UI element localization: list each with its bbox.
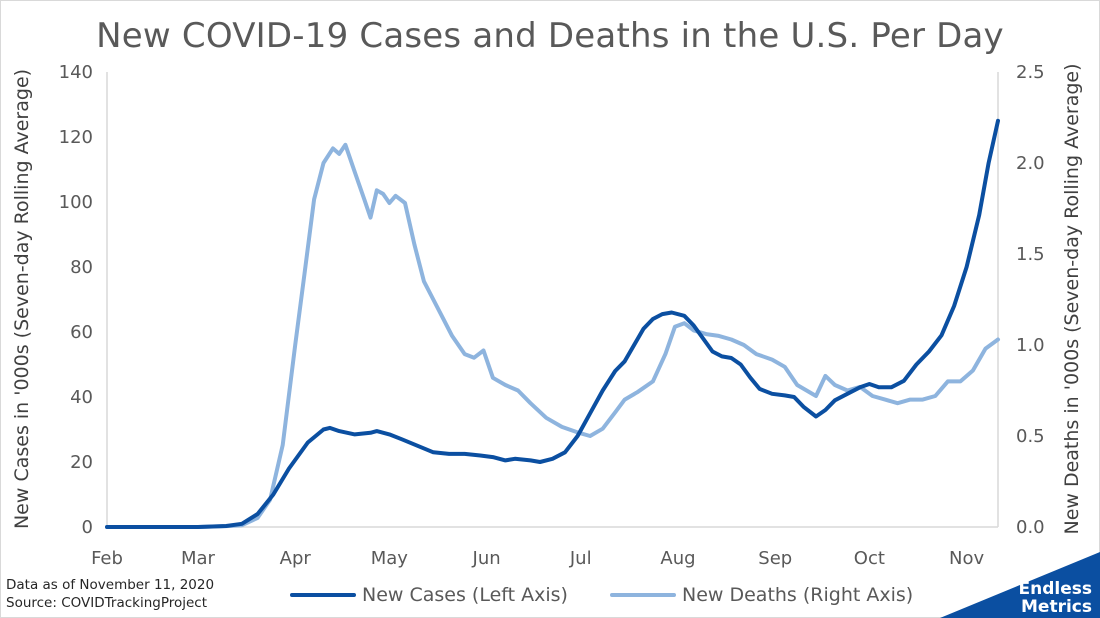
x-tick-label: Mar [181,548,216,569]
left-y-ticks: 0 20 40 60 80 100 120 140 [59,62,93,538]
right-y-tick-label: 1.5 [1016,244,1045,265]
x-tick-label: Sep [758,548,792,569]
right-axis-label: New Deaths in '000s (Seven-day Rolling A… [1061,63,1083,534]
legend-label-deaths: New Deaths (Right Axis) [682,584,914,606]
legend-swatch-deaths [610,593,676,597]
series-line-deaths [105,142,1000,529]
left-y-tick-label: 40 [70,387,93,408]
left-y-tick-label: 0 [82,517,93,538]
legend-label-cases: New Cases (Left Axis) [362,584,568,606]
x-tick-label: Nov [949,548,984,569]
x-tick-label: May [371,548,409,569]
data-date-note: Data as of November 11, 2020 [6,577,215,593]
right-y-tick-label: 0.0 [1016,517,1045,538]
right-y-tick-label: 1.0 [1016,335,1045,356]
x-tick-label: Jul [569,548,592,569]
chart-notes: Data as of November 11, 2020 Source: COV… [6,576,214,612]
left-y-tick-label: 60 [70,322,93,343]
x-tick-label: Jun [472,548,501,569]
left-y-tick-label: 120 [59,127,93,148]
logo-line1: Endless [1019,579,1092,599]
series-layer [105,118,1000,529]
series-line-cases [105,118,1000,529]
x-tick-label: Feb [91,548,123,569]
x-ticks: Feb Mar Apr May Jun Jul Aug Sep Oct Nov [91,548,984,569]
right-y-tick-label: 0.5 [1016,426,1045,447]
legend-item-deaths: New Deaths (Right Axis) [610,584,913,606]
x-tick-label: Apr [280,548,312,569]
left-y-tick-label: 100 [59,192,93,213]
legend-item-cases: New Cases (Left Axis) [290,584,568,606]
right-y-tick-label: 2.5 [1016,62,1045,83]
source-note: Source: COVIDTrackingProject [6,595,208,611]
logo-banner [940,552,1100,618]
legend-swatch-cases [290,593,356,597]
right-y-ticks: 0.0 0.5 1.0 1.5 2.0 2.5 [1016,62,1045,538]
left-y-tick-label: 20 [70,452,93,473]
left-y-tick-label: 140 [59,62,93,83]
left-axis-label: New Cases in '000s (Seven-day Rolling Av… [11,69,33,529]
logo: Endless Metrics [940,552,1100,618]
right-y-tick-label: 2.0 [1016,153,1045,174]
x-tick-label: Oct [854,548,885,569]
x-tick-label: Aug [660,548,695,569]
logo-line2: Metrics [1021,597,1092,617]
chart-title: New COVID-19 Cases and Deaths in the U.S… [96,16,1004,56]
plot-axes [106,72,999,528]
left-y-tick-label: 80 [70,257,93,278]
